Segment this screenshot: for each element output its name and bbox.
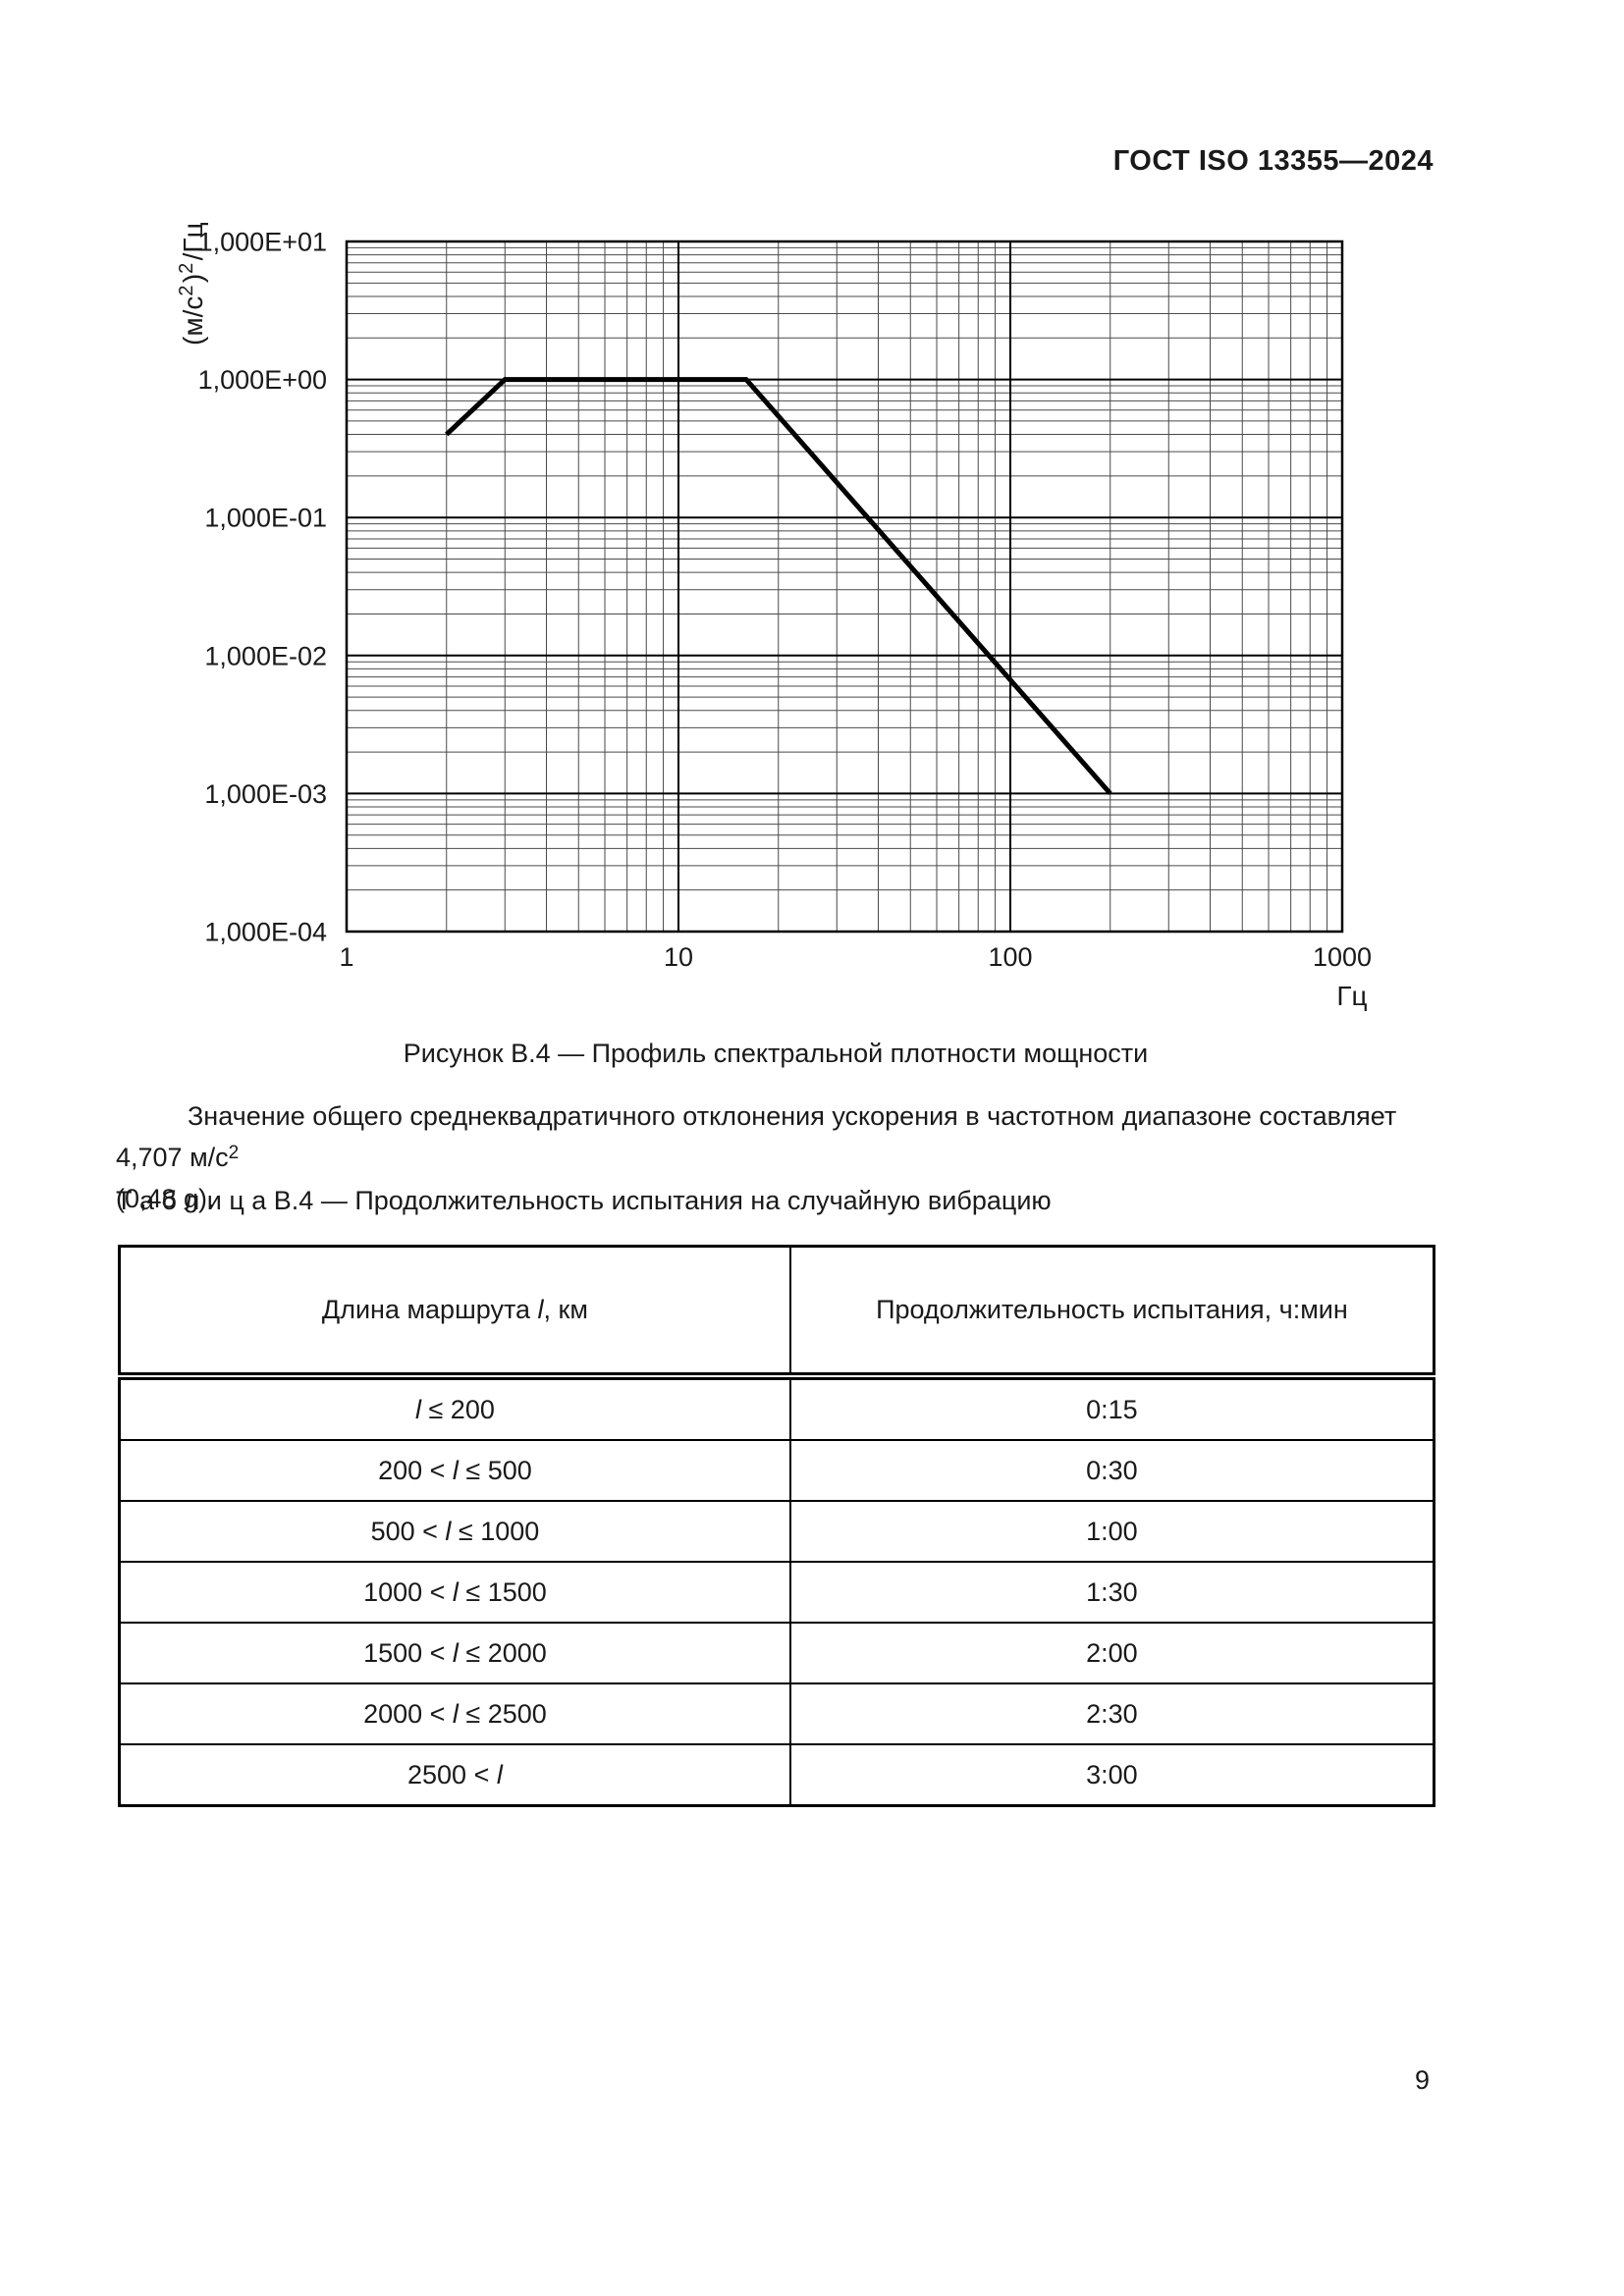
y-tick-label: 1,000E-01: [204, 504, 327, 533]
table-row: 500 < l ≤ 1000 1:00: [119, 1500, 1435, 1562]
grid-minor-lines: [347, 241, 1342, 932]
variable-l: l: [445, 1516, 452, 1546]
route-length-cell: 2000 < l ≤ 2500: [119, 1682, 791, 1744]
x-axis-unit-label: Гц: [1336, 981, 1367, 1011]
y-tick-label: 1,000E-02: [204, 641, 327, 670]
y-tick-label: 1,000E-04: [204, 918, 327, 947]
table-title: Т а б л и ц а В.4 — Продолжительность ис…: [116, 1186, 1052, 1215]
note-paragraph: Значение общего среднеквадратичного откл…: [116, 1095, 1443, 1219]
x-tick-label: 10: [664, 942, 693, 972]
test-duration-cell: 1:00: [789, 1500, 1435, 1562]
variable-l: l: [452, 1455, 459, 1485]
table-header: Длина маршрута l, км Продолжительность ис…: [119, 1246, 1435, 1380]
y-tick-label: 1,000E+01: [198, 228, 327, 257]
psd-chart: 1,000E+01 1,000E+00 1,000E-01 1,000E-02 1,00…: [176, 222, 1372, 1011]
figure-caption: Рисунок В.4 — Профиль спектральной плотн…: [403, 1039, 1149, 1068]
variable-l: l: [452, 1576, 459, 1607]
test-duration-cell: 0:15: [1086, 1394, 1138, 1424]
route-length-cell: 1000 < l ≤ 1500: [119, 1561, 791, 1623]
page-number: 9: [1414, 2065, 1430, 2095]
route-length-cell: 500 < l ≤ 1000: [119, 1500, 791, 1562]
table-row: l ≤ 200 0:15: [119, 1376, 1435, 1440]
table-row: 1500 < l ≤ 2000 2:00: [119, 1622, 1435, 1683]
psd-profile-line: [445, 377, 1112, 796]
x-tick-labels: 1 10 100 1000: [339, 942, 1372, 972]
variable-l: l: [537, 1295, 544, 1324]
route-length-cell: 200 < l ≤ 500: [119, 1439, 791, 1501]
table-column-header: Продолжительность испытания, ч:мин: [789, 1246, 1435, 1380]
table-column-header: Длина маршрута l, км: [119, 1246, 791, 1380]
test-duration-cell: 3:00: [789, 1743, 1435, 1806]
table-row: 2000 < l ≤ 2500 2:30: [119, 1682, 1435, 1744]
y-tick-label: 1,000E-03: [204, 779, 327, 809]
y-axis-title: (м/с2 )2 /Гц: [176, 222, 208, 346]
note-line-2: (0,48 g).: [116, 1184, 215, 1213]
variable-l: l: [452, 1637, 459, 1668]
route-length-cell: 2500 < l: [119, 1743, 791, 1806]
test-duration-cell: 1:30: [789, 1561, 1435, 1623]
standard-designation: ГОСТ ISO 13355—2024: [1112, 145, 1434, 177]
superscript: 2: [228, 1143, 240, 1163]
table-body: l ≤ 200 0:15 200 < l ≤ 500 0:30 500 < l ≤ 10…: [119, 1376, 1435, 1806]
table-header-row: Длина маршрута l, км Продолжительность ис…: [119, 1246, 1435, 1380]
variable-l: l: [496, 1759, 503, 1789]
route-length-cell: l ≤ 200: [119, 1376, 791, 1440]
x-tick-label: 1000: [1313, 942, 1372, 972]
y-tick-label: 1,000E+00: [198, 365, 327, 395]
variable-l: l: [414, 1394, 421, 1424]
test-duration-table: Длина маршрута l, км Продолжительность ис…: [118, 1245, 1435, 1807]
grid-major-lines: [346, 240, 1343, 933]
x-tick-label: 1: [339, 942, 353, 972]
variable-l: l: [452, 1698, 459, 1729]
test-duration-cell: 0:30: [789, 1439, 1435, 1501]
table-row: 1000 < l ≤ 1500 1:30: [119, 1561, 1435, 1623]
test-duration-cell: 2:00: [789, 1622, 1435, 1683]
y-tick-labels: 1,000E+01 1,000E+00 1,000E-01 1,000E-02 1,00…: [198, 228, 327, 947]
table-row: 2500 < l 3:00: [119, 1743, 1435, 1806]
note-line-1: Значение общего среднеквадратичного откл…: [116, 1101, 1397, 1172]
plot-border: [345, 240, 1344, 934]
route-length-cell: 1500 < l ≤ 2000: [119, 1622, 791, 1683]
table-row: 200 < l ≤ 500 0:30: [119, 1439, 1435, 1501]
test-duration-cell: 2:30: [789, 1682, 1435, 1744]
x-tick-label: 100: [988, 942, 1032, 972]
